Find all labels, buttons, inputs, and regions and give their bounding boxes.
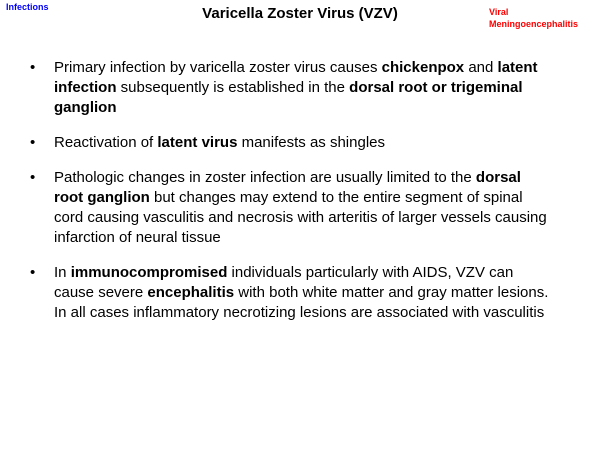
topic-label: Viral Meningoencephalitis bbox=[489, 6, 578, 30]
bullet-text: Pathologic changes in zoster infection a… bbox=[54, 169, 476, 186]
bullet-text: In bbox=[54, 264, 71, 281]
bullet-item-reactivation: • Reactivation of latent virus manifests… bbox=[0, 133, 600, 153]
bullet-text: with both white matter and gray matter l… bbox=[54, 284, 549, 321]
bullet-emphasis: immunocompromised bbox=[70, 264, 228, 281]
bullet-emphasis: chickenpox bbox=[381, 59, 465, 76]
bullet-text: but changes may extend to the entire seg… bbox=[54, 189, 547, 246]
section-label: Infections bbox=[6, 2, 49, 12]
bullet-item-pathologic-changes: • Pathologic changes in zoster infection… bbox=[0, 168, 600, 248]
bullet-text: and bbox=[464, 59, 498, 76]
bullet-emphasis: latent virus bbox=[157, 134, 238, 151]
bullet-text: manifests as shingles bbox=[237, 134, 385, 151]
bullet-text: individuals particularly with AIDS, VZV … bbox=[54, 264, 514, 301]
bullet-marker: • bbox=[30, 169, 36, 186]
bullet-text: subsequently is established in the bbox=[116, 79, 350, 96]
bullet-text: Primary infection by varicella zoster vi… bbox=[54, 59, 382, 76]
bullet-emphasis: latent infection bbox=[54, 59, 538, 96]
bullet-item-primary-infection: • Primary infection by varicella zoster … bbox=[0, 58, 600, 118]
bullet-emphasis: dorsal root or trigeminal ganglion bbox=[54, 79, 523, 116]
topic-label-line-1: Viral bbox=[489, 7, 509, 17]
topic-label-line-2: Meningoencephalitis bbox=[489, 19, 579, 29]
bullet-marker: • bbox=[30, 59, 36, 76]
slide-title: Varicella Zoster Virus (VZV) bbox=[202, 5, 398, 22]
bullet-emphasis: encephalitis bbox=[147, 284, 235, 301]
bullet-marker: • bbox=[30, 134, 36, 151]
bullet-text: Reactivation of bbox=[54, 134, 158, 151]
bullet-marker: • bbox=[30, 264, 36, 281]
bullet-list: • Primary infection by varicella zoster … bbox=[0, 58, 600, 338]
bullet-emphasis: dorsal root ganglion bbox=[54, 169, 521, 206]
bullet-item-immunocompromised: • In immunocompromised individuals parti… bbox=[0, 263, 600, 323]
